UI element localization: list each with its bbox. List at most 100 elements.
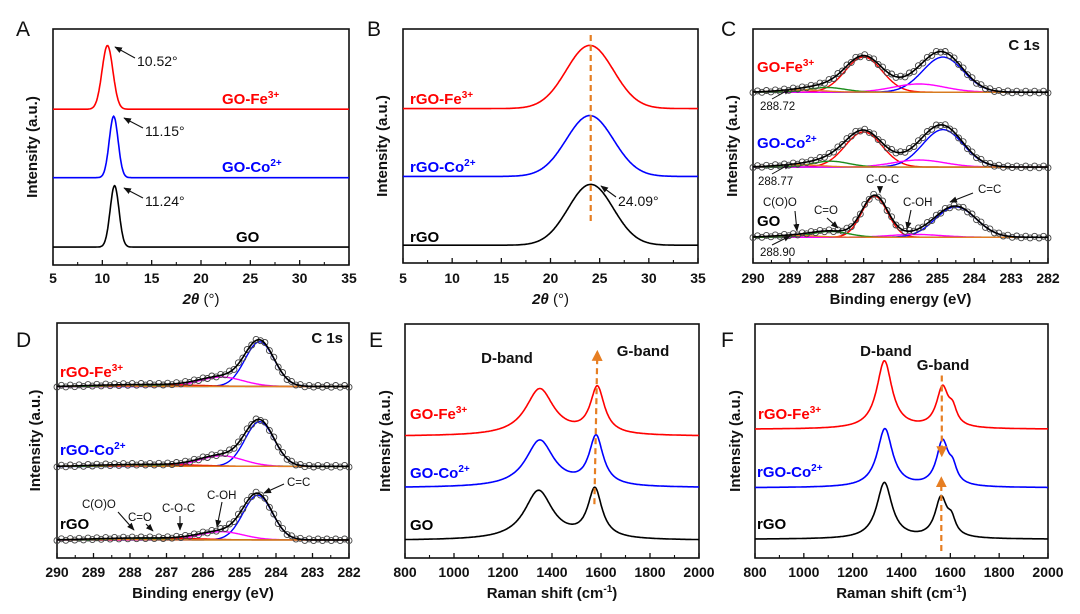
x-tick-label: 35 (690, 270, 706, 286)
x-tick-label: 290 (741, 270, 765, 286)
series-label-text: GO-Fe (757, 59, 803, 76)
data-point (973, 154, 980, 162)
data-point (341, 382, 349, 389)
data-point (164, 379, 172, 387)
plot-frame (52, 28, 350, 266)
data-point (102, 534, 110, 542)
series-rgo-fe: rGO-Fe3+ (755, 359, 1049, 430)
data-point (239, 354, 247, 362)
data-point (1013, 87, 1021, 95)
x-tick-label: 25 (592, 270, 608, 286)
data-point (102, 380, 110, 388)
data-point (341, 461, 349, 469)
x-axis-title: 2θ (°) (531, 291, 569, 308)
x-tick-label: 283 (301, 564, 325, 580)
series-go-co: GO-Co2+ (749, 121, 1052, 172)
series-line (404, 486, 699, 541)
annotation-arrow (117, 511, 135, 531)
series-go-co: GO-Co2+ (404, 433, 699, 488)
x-tick-label: 1600 (935, 564, 966, 580)
series-rgo: rGO (755, 481, 1048, 540)
panel-c: C 290 289 288 287 286 285 284 283 282 Binding ener… (721, 18, 1060, 308)
data-point (856, 210, 864, 218)
data-point (66, 535, 74, 543)
annotation-label: 11.24° (145, 193, 185, 209)
series-label-text: GO-Co (757, 135, 805, 152)
data-point (234, 359, 242, 367)
data-point (283, 376, 291, 383)
data-point (905, 69, 913, 77)
x-tick-label: 284 (963, 270, 987, 286)
data-point (923, 219, 931, 226)
annotation-label: 10.52° (137, 53, 178, 69)
series-go-fe: GO-Fe3+ (405, 385, 700, 437)
data-point (155, 459, 163, 467)
data-point (879, 197, 887, 205)
series-rgo-co: rGO-Co2+ (53, 415, 353, 471)
series-label: rGO-Co2+ (60, 441, 126, 459)
data-point (66, 381, 74, 389)
x-tick-label: 286 (889, 270, 913, 286)
data-point (93, 534, 101, 542)
annotation-label: G-band (617, 343, 670, 360)
data-point (279, 448, 287, 456)
series-line (53, 115, 349, 179)
data-point (230, 365, 238, 373)
series-label-text: GO-Fe (222, 91, 268, 108)
x-tick-label: 1400 (886, 564, 917, 580)
data-point (323, 461, 331, 469)
data-point (955, 60, 963, 68)
series-label-text: rGO-Fe (758, 406, 810, 423)
annotation-arrow (905, 209, 912, 230)
series-go: GO (53, 184, 349, 248)
data-point (865, 195, 873, 203)
series-rgo: rGO (53, 488, 353, 545)
data-point (1031, 232, 1039, 240)
data-point (102, 460, 110, 468)
data-point (93, 460, 101, 468)
x-axis-sup: -1 (953, 584, 962, 595)
data-point (243, 425, 251, 433)
x-tick-label: 282 (337, 564, 361, 580)
annotation-arrow (123, 117, 144, 129)
series-label-charge: 3+ (112, 363, 124, 374)
series-rgo-fe: rGO-Fe3+ (403, 44, 698, 110)
annotation-arrow (771, 235, 791, 246)
x-tick-label: 287 (852, 270, 876, 286)
x-tick-label: 2000 (683, 564, 714, 580)
data-point (261, 339, 269, 346)
series-label-text: GO (410, 517, 434, 534)
annotation-arrow (145, 523, 154, 532)
data-point (883, 207, 891, 214)
data-point (257, 337, 264, 345)
annotation-arrow (123, 187, 144, 199)
x-tick-label: 20 (543, 270, 559, 286)
series-label-charge: 3+ (456, 405, 468, 416)
panel-d: D 290 289 288 287 286 285 284 283 282 Binding ener… (16, 322, 361, 602)
data-point (248, 420, 256, 428)
series-line (755, 359, 1049, 430)
data-point (332, 461, 340, 469)
series-label: GO (236, 229, 260, 246)
annotation-label: C-OH (903, 197, 932, 209)
annotation-arrow (600, 185, 617, 198)
data-point (305, 461, 313, 469)
x-tick-label: 1600 (585, 564, 616, 580)
data-point (955, 134, 963, 142)
y-axis-title: Intensity (a.u.) (374, 95, 391, 197)
data-point (919, 134, 927, 142)
panel-e: E 800 1000 1200 1400 1600 1800 2000 Raman shift … (369, 323, 715, 602)
data-point (968, 74, 976, 82)
series-label: GO-Co2+ (410, 464, 470, 482)
data-point (111, 460, 118, 468)
x-tick-label: 290 (45, 564, 69, 580)
data-point (883, 144, 891, 152)
fit-envelope (753, 124, 1048, 168)
data-point (928, 125, 936, 133)
series-label: rGO (757, 516, 787, 533)
series-label: GO-Co2+ (222, 158, 282, 176)
data-point (964, 208, 971, 216)
peak-position-label: 288.90 (760, 247, 795, 259)
series-go-fe: GO-Fe3+ (749, 47, 1052, 97)
data-point (883, 69, 891, 77)
